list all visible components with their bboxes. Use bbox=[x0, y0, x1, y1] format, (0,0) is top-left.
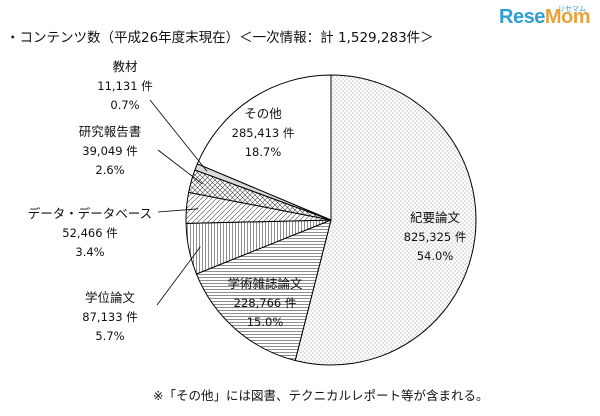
pie-slice-1 bbox=[195, 219, 332, 362]
leader-line-2 bbox=[156, 246, 201, 306]
slice-label-0: 紀要論文 bbox=[410, 210, 461, 225]
slice-value-6: 285,413 件 bbox=[232, 126, 295, 140]
slice-value-2: 87,133 件 bbox=[82, 310, 137, 324]
slice-label-3: データ・データベース bbox=[28, 206, 152, 221]
slice-label-5: 教材 bbox=[112, 59, 137, 74]
slice-label-2: 学位論文 bbox=[85, 290, 136, 305]
slice-percent-2: 5.7% bbox=[95, 329, 124, 343]
slice-value-5: 11,131 件 bbox=[97, 79, 152, 93]
leader-line-4 bbox=[157, 149, 203, 185]
leader-line-5 bbox=[149, 99, 208, 172]
slice-percent-1: 15.0% bbox=[247, 315, 284, 329]
slice-value-0: 825,325 件 bbox=[404, 230, 467, 244]
slice-label-6: その他 bbox=[244, 106, 282, 121]
slice-label-1: 学術雑誌論文 bbox=[227, 276, 303, 291]
slice-value-3: 52,466 件 bbox=[62, 226, 117, 240]
slice-percent-4: 2.6% bbox=[95, 163, 124, 177]
chart-title: ・コンテンツ数（平成26年度末現在）＜一次情報：計 1,529,283件＞ bbox=[6, 30, 434, 46]
slice-value-4: 39,049 件 bbox=[82, 144, 137, 158]
logo-kana: リセマム bbox=[558, 5, 586, 13]
pie-slice-0 bbox=[294, 74, 477, 366]
slice-value-1: 228,766 件 bbox=[234, 296, 297, 310]
slice-percent-3: 3.4% bbox=[75, 245, 104, 259]
slice-percent-5: 0.7% bbox=[110, 98, 139, 112]
resemom-logo: ReseMom bbox=[499, 6, 590, 28]
leader-line-3 bbox=[157, 208, 199, 213]
slice-percent-0: 54.0% bbox=[417, 249, 454, 263]
footnote: ※「その他」には図書、テクニカルレポート等が含まれる。 bbox=[153, 388, 489, 403]
slice-label-4: 研究報告書 bbox=[79, 124, 142, 139]
slice-percent-6: 18.7% bbox=[245, 145, 282, 159]
pie-slice-6 bbox=[196, 74, 332, 221]
